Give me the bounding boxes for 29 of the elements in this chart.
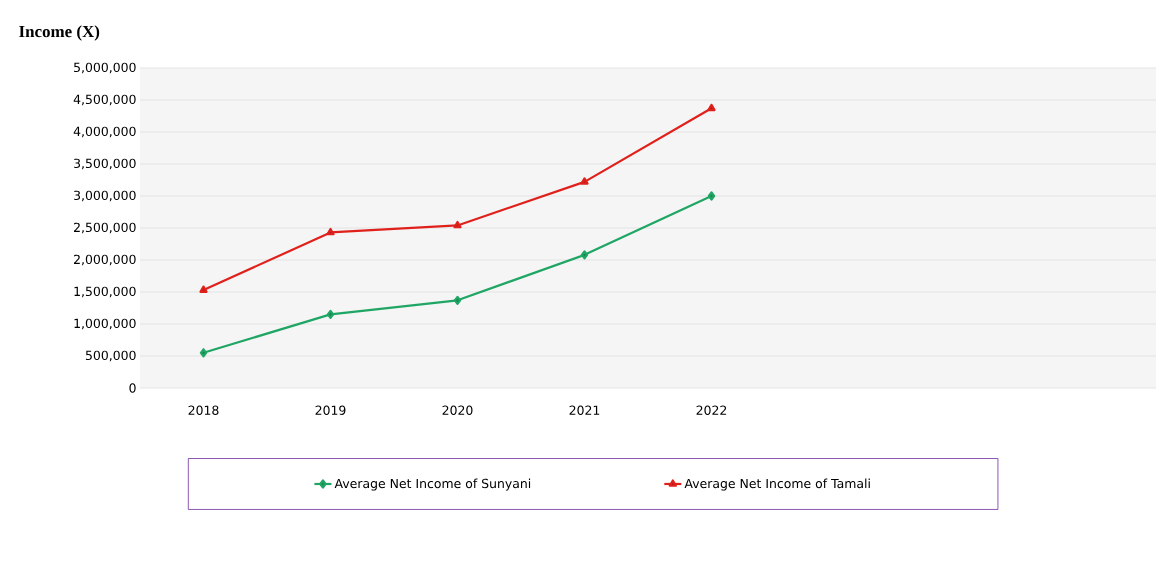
point — [453, 295, 462, 305]
y-tick-label: 2,000,000 — [74, 254, 136, 266]
point — [199, 285, 208, 293]
y-tick-label: 2,500,000 — [74, 222, 136, 234]
y-tick-label: 4,000,000 — [73, 126, 136, 138]
y-tick-label: 5,000,000 — [74, 62, 136, 74]
x-tick-label: 2018 — [188, 405, 219, 415]
y-axis-title: Income (X) — [19, 25, 100, 41]
point — [707, 103, 716, 112]
point — [580, 177, 589, 185]
point — [326, 227, 335, 236]
y-tick-label: 1,000,000 — [74, 318, 136, 330]
x-tick-label: 2020 — [442, 405, 473, 415]
x-tick-label: 2021 — [569, 405, 600, 415]
point — [199, 348, 208, 358]
point — [453, 220, 462, 229]
y-tick-label: 1,500,000 — [74, 286, 136, 298]
y-tick-label: 3,000,000 — [74, 190, 136, 202]
x-tick-label: 2022 — [696, 405, 727, 415]
y-tick-label: 500,000 — [85, 350, 136, 362]
point — [326, 309, 335, 319]
x-tick-label: 2019 — [315, 405, 346, 415]
point — [707, 191, 716, 201]
y-tick-label: 0 — [129, 383, 136, 393]
legend-label: Average Net Income of Sunyani — [334, 478, 531, 491]
point — [580, 250, 589, 260]
legend-label: Average Net Income of Tamali — [684, 478, 870, 491]
y-tick-label: 4,500,000 — [73, 94, 136, 106]
y-tick-label: 3,500,000 — [74, 158, 136, 170]
